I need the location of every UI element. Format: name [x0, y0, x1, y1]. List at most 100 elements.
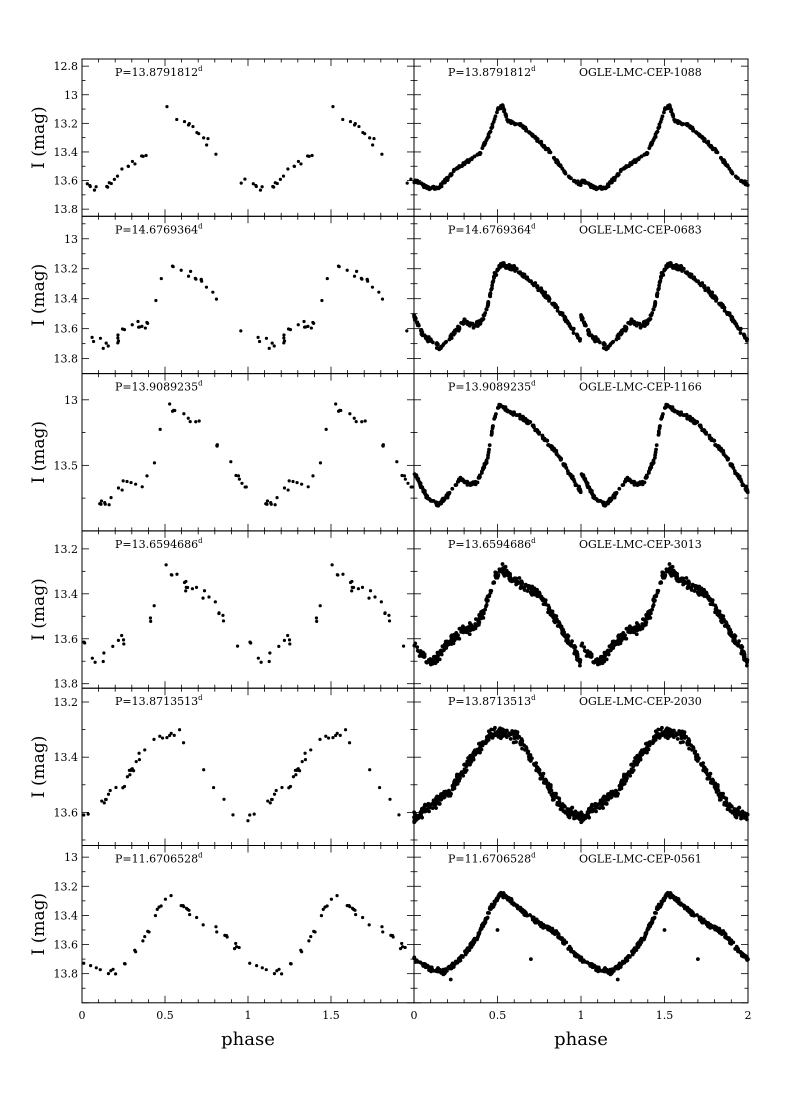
data-point — [478, 612, 483, 616]
data-point — [471, 325, 476, 330]
data-point — [656, 727, 661, 732]
data-point — [739, 816, 744, 820]
data-point — [397, 813, 401, 817]
data-point — [254, 183, 258, 188]
data-point — [235, 644, 240, 648]
data-point — [681, 413, 686, 418]
y-tick-label: 13.6 — [54, 175, 79, 188]
data-point — [709, 145, 714, 150]
data-point — [684, 734, 689, 739]
data-point — [272, 972, 277, 976]
data-point — [221, 619, 226, 623]
data-point — [454, 482, 459, 487]
data-point — [601, 797, 605, 801]
data-point — [638, 325, 643, 330]
data-point — [675, 737, 680, 741]
data-point — [416, 649, 421, 654]
data-point — [231, 813, 235, 817]
data-point — [169, 731, 173, 736]
data-point — [695, 585, 700, 590]
data-point — [506, 570, 511, 575]
data-points-dense — [412, 890, 750, 982]
period-unit: d — [531, 852, 536, 860]
data-point — [145, 320, 149, 325]
panel-1-right: P=13.8791812d OGLE-LMC-CEP-1088 — [412, 58, 750, 217]
data-point — [582, 816, 587, 821]
data-point — [202, 589, 207, 593]
data-point — [617, 787, 622, 792]
y-tick-label: 13.5 — [54, 459, 79, 472]
data-point — [652, 303, 657, 308]
data-point — [553, 157, 558, 162]
data-point — [338, 733, 342, 737]
y-tick-label: 13.4 — [54, 588, 79, 601]
data-point — [684, 412, 689, 417]
data-point — [526, 749, 531, 754]
data-points-sparse — [82, 894, 407, 976]
data-point — [719, 301, 724, 306]
data-point — [562, 169, 566, 173]
data-point — [155, 907, 159, 912]
data-point — [694, 419, 699, 424]
data-point — [324, 734, 328, 738]
data-point — [240, 481, 244, 485]
data-point — [419, 328, 424, 333]
data-point — [128, 773, 132, 777]
data-point — [140, 485, 144, 489]
period-value: P=13.6594686 — [115, 538, 198, 551]
data-point — [82, 813, 86, 817]
data-point — [416, 476, 421, 481]
data-point — [646, 471, 651, 475]
data-point — [520, 746, 525, 751]
data-point — [567, 641, 572, 646]
period-unit: d — [198, 222, 203, 230]
data-point — [122, 642, 126, 646]
data-point — [520, 417, 525, 421]
data-point — [500, 734, 505, 739]
data-point — [688, 275, 693, 279]
panel-5-right: P=13.8713513d OGLE-LMC-CEP-2030 — [412, 687, 750, 847]
data-point — [652, 594, 657, 599]
data-point — [104, 797, 108, 802]
data-point — [526, 130, 531, 134]
data-point — [597, 661, 602, 666]
data-point — [642, 321, 646, 325]
data-point — [320, 298, 324, 303]
data-point — [533, 589, 538, 593]
data-point — [555, 624, 560, 628]
data-point — [739, 811, 743, 816]
data-point — [632, 319, 637, 324]
data-point — [211, 290, 215, 294]
data-point — [420, 485, 425, 490]
data-point — [504, 408, 509, 413]
data-point — [239, 181, 243, 185]
data-point — [282, 333, 286, 337]
data-point — [409, 177, 413, 181]
data-point — [137, 751, 141, 755]
data-points-sparse — [82, 728, 416, 823]
data-points-dense — [412, 725, 750, 825]
data-point — [492, 727, 496, 732]
data-point — [370, 285, 375, 289]
period-label: P=13.8713513d — [448, 694, 536, 708]
data-point — [330, 563, 334, 567]
data-point — [168, 402, 172, 406]
panel-4-left: 13.2 13.4 13.6 13.8 P=13.6594686d — [54, 530, 415, 691]
data-point — [379, 600, 383, 604]
data-point — [548, 444, 553, 449]
data-point — [268, 801, 272, 805]
data-point — [555, 801, 560, 806]
data-point — [252, 812, 256, 816]
data-point — [277, 644, 281, 648]
data-point — [736, 475, 741, 480]
data-point — [742, 657, 746, 662]
data-point — [543, 602, 548, 607]
data-point — [321, 907, 325, 912]
data-point — [288, 328, 293, 332]
data-point — [367, 923, 371, 927]
data-point — [692, 275, 697, 280]
data-point — [519, 585, 523, 590]
data-point — [605, 796, 610, 800]
data-point — [710, 295, 715, 300]
